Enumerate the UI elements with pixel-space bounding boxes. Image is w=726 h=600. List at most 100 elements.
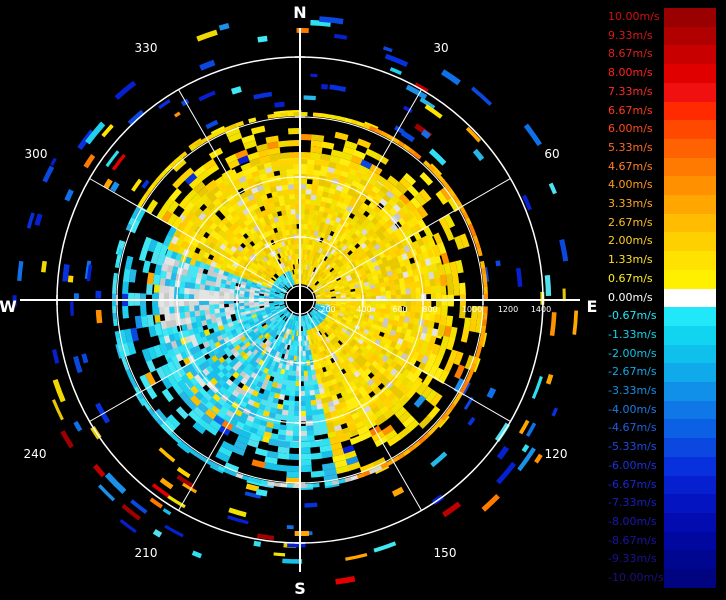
echo-cell bbox=[294, 243, 298, 250]
echo-cell bbox=[325, 304, 332, 307]
echo-cell bbox=[302, 273, 305, 280]
echo-cell bbox=[349, 428, 360, 438]
echo-cell bbox=[276, 189, 285, 197]
echo-cell bbox=[293, 400, 300, 407]
echo-cell bbox=[411, 324, 419, 333]
echo-cell bbox=[295, 370, 300, 377]
echo-cell bbox=[287, 239, 292, 246]
echo-cell bbox=[267, 265, 273, 272]
echo-cell bbox=[496, 445, 510, 460]
echo-cell bbox=[265, 310, 272, 315]
echo-cell bbox=[362, 470, 371, 477]
echo-cell bbox=[293, 168, 301, 175]
echo-cell bbox=[170, 318, 177, 328]
echo-cell bbox=[241, 134, 256, 145]
echo-cell bbox=[140, 315, 149, 328]
echo-cell bbox=[315, 325, 320, 332]
echo-cell bbox=[289, 385, 296, 392]
echo-cell bbox=[435, 285, 442, 294]
echo-cell bbox=[158, 291, 165, 300]
echo-cell bbox=[264, 187, 273, 195]
echo-cell bbox=[307, 275, 311, 281]
echo-cell bbox=[300, 278, 303, 285]
echo-cell bbox=[224, 356, 233, 365]
echo-cell bbox=[277, 270, 282, 276]
echo-cell bbox=[525, 422, 537, 437]
echo-cell bbox=[234, 285, 241, 291]
echo-cell bbox=[243, 322, 251, 328]
echo-cell bbox=[110, 181, 120, 193]
echo-cell bbox=[357, 360, 365, 369]
echo-cell bbox=[370, 307, 376, 313]
echo-cell bbox=[409, 311, 416, 320]
echo-cell bbox=[309, 152, 322, 160]
echo-cell bbox=[231, 445, 246, 456]
echo-cell bbox=[244, 332, 251, 340]
echo-cell bbox=[326, 281, 333, 287]
echo-cell bbox=[344, 271, 351, 278]
echo-cell bbox=[435, 307, 442, 316]
echo-cell bbox=[280, 306, 286, 310]
echo-cell bbox=[249, 306, 256, 311]
echo-cell bbox=[278, 295, 285, 298]
echo-cell bbox=[279, 282, 285, 287]
echo-cell bbox=[278, 257, 284, 264]
echo-cell bbox=[305, 420, 314, 427]
echo-cell bbox=[453, 283, 460, 296]
echo-cell bbox=[319, 271, 325, 278]
echo-cell bbox=[176, 474, 195, 489]
echo-cell bbox=[365, 292, 372, 298]
echo-cell bbox=[300, 213, 306, 220]
echo-cell bbox=[204, 308, 211, 316]
echo-cell bbox=[357, 232, 366, 240]
echo-cell bbox=[255, 322, 262, 328]
echo-cell bbox=[325, 270, 331, 277]
range-label: 800 bbox=[422, 305, 437, 314]
echo-cell bbox=[238, 175, 248, 184]
echo-cell bbox=[264, 456, 278, 465]
echo-cell bbox=[305, 425, 314, 432]
echo-cell bbox=[170, 354, 179, 365]
echo-cell bbox=[330, 351, 337, 358]
echo-cell bbox=[390, 402, 403, 415]
echo-cell bbox=[173, 111, 181, 118]
echo-cell bbox=[315, 301, 322, 304]
echo-cell bbox=[300, 208, 306, 215]
echo-cell bbox=[271, 190, 279, 198]
echo-cell bbox=[263, 279, 269, 284]
echo-cell bbox=[256, 324, 263, 331]
echo-cell bbox=[405, 300, 412, 307]
echo-cell bbox=[293, 350, 298, 357]
echo-cell bbox=[320, 321, 326, 328]
echo-cell bbox=[304, 350, 309, 357]
echo-cell bbox=[232, 378, 241, 387]
echo-cell bbox=[236, 329, 243, 336]
echo-cell bbox=[119, 518, 137, 534]
echo-cell bbox=[279, 169, 288, 176]
echo-cell bbox=[342, 269, 350, 275]
echo-cell bbox=[185, 275, 192, 283]
echo-cell bbox=[280, 281, 286, 286]
echo-cell bbox=[290, 264, 294, 271]
echo-cell bbox=[272, 267, 278, 274]
echo-cell bbox=[292, 330, 296, 336]
echo-cell bbox=[179, 280, 186, 288]
echo-cell bbox=[286, 471, 300, 478]
echo-cell bbox=[289, 203, 296, 210]
echo-cell bbox=[325, 245, 332, 252]
echo-cell bbox=[252, 266, 259, 273]
echo-cell bbox=[260, 284, 267, 289]
echo-cell bbox=[183, 287, 190, 295]
echo-cell bbox=[292, 415, 300, 422]
echo-cell bbox=[314, 290, 320, 294]
echo-cell bbox=[332, 263, 339, 270]
echo-cell bbox=[282, 287, 288, 292]
echo-cell bbox=[255, 283, 262, 288]
echo-cell bbox=[419, 280, 426, 289]
echo-cell bbox=[349, 260, 356, 268]
echo-cell bbox=[253, 301, 260, 305]
echo-cell bbox=[238, 305, 245, 310]
echo-cell bbox=[266, 341, 273, 348]
echo-cell bbox=[303, 380, 310, 387]
